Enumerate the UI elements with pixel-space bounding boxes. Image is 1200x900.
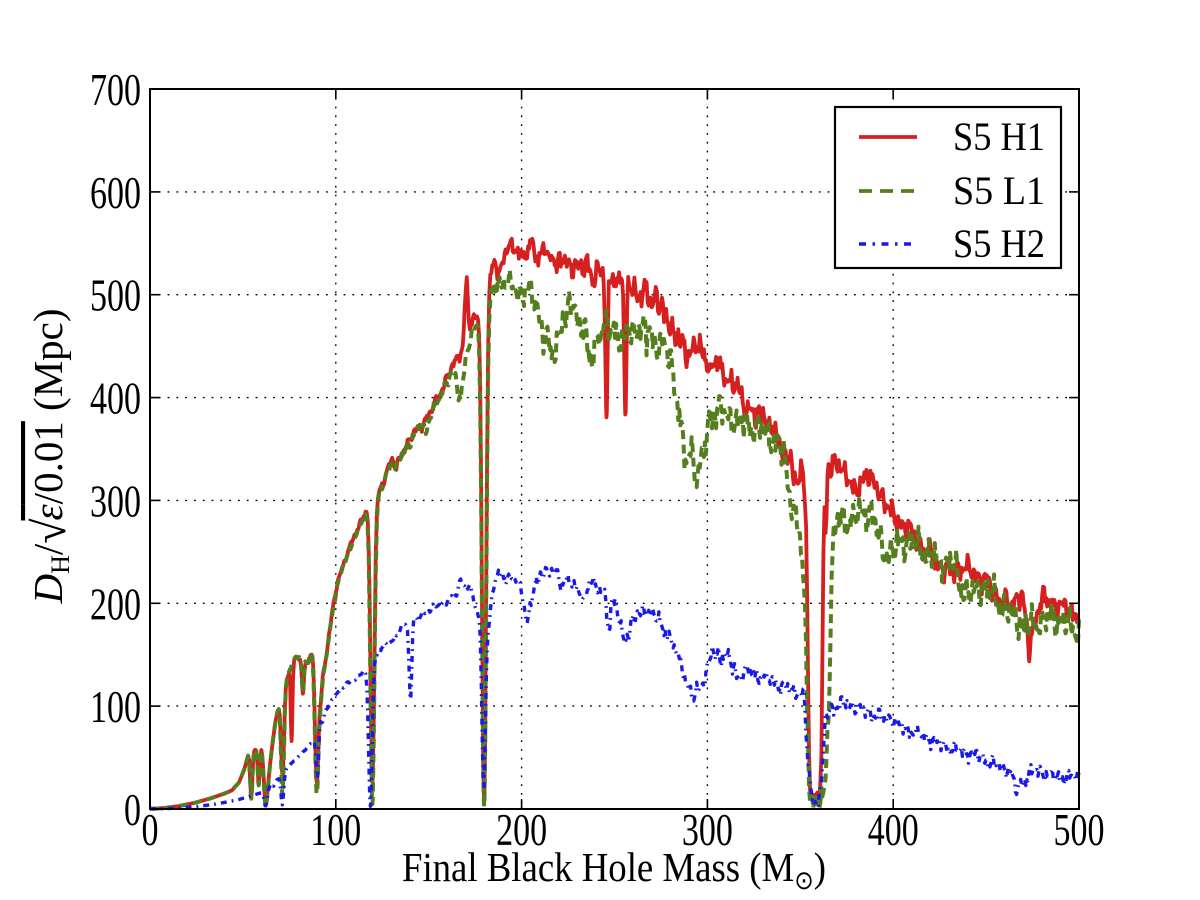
svg-text:S5 H1: S5 H1 [953,114,1045,159]
svg-text:Final Black Hole Mass (M⊙): Final Black Hole Mass (M⊙) [402,844,826,895]
svg-text:500: 500 [90,271,141,321]
svg-text:200: 200 [496,805,547,855]
svg-text:400: 400 [868,805,919,855]
svg-text:0: 0 [124,785,141,835]
svg-text:700: 700 [90,65,141,115]
svg-text:DH/√ε/0.01 (Mpc): DH/√ε/0.01 (Mpc) [24,308,75,604]
svg-text:400: 400 [90,374,141,424]
svg-text:100: 100 [90,682,141,732]
svg-text:300: 300 [682,805,733,855]
svg-text:S5 L1: S5 L1 [953,168,1045,213]
svg-text:S5 H2: S5 H2 [953,221,1045,266]
svg-text:0: 0 [142,805,159,855]
svg-text:500: 500 [1054,805,1105,855]
svg-text:600: 600 [90,168,141,218]
svg-text:300: 300 [90,476,141,526]
svg-text:100: 100 [310,805,361,855]
svg-text:200: 200 [90,579,141,629]
